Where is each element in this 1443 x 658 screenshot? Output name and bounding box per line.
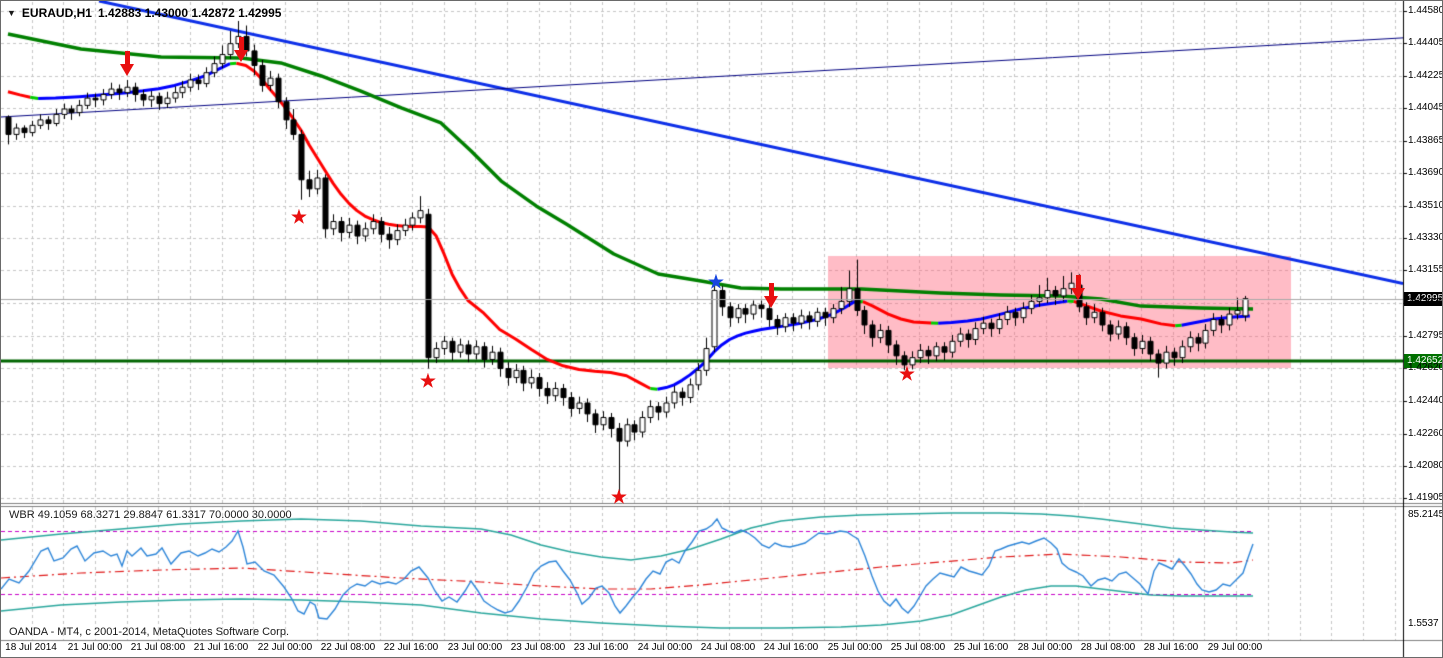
sell-signal-arrow-icon[interactable] xyxy=(119,51,135,76)
subwindow-min-label: 1.5537 xyxy=(1408,618,1439,629)
price-axis-tick-label: 1.42080 xyxy=(1408,460,1443,471)
signal-star-blue-icon[interactable]: ★ xyxy=(707,271,725,294)
sell-signal-arrow-icon[interactable] xyxy=(1070,275,1086,300)
price-axis-tick-label: 1.42620 xyxy=(1408,362,1443,373)
price-axis-tick-label: 1.44405 xyxy=(1408,37,1443,48)
indicator-values-label: WBR 49.1059 68.3271 29.8847 61.3317 70.0… xyxy=(9,509,292,521)
subwindow-max-label: 85.2145 xyxy=(1408,509,1443,520)
time-axis-label: 23 Jul 08:00 xyxy=(510,642,566,653)
symbol-timeframe-label: EURAUD,H1 xyxy=(21,6,92,20)
time-axis-label: 28 Jul 16:00 xyxy=(1143,642,1199,653)
time-axis-label: 25 Jul 00:00 xyxy=(827,642,883,653)
price-axis-tick-label: 1.43330 xyxy=(1408,232,1443,243)
time-axis-label: 29 Jul 00:00 xyxy=(1207,642,1263,653)
price-axis-tick-label: 1.42260 xyxy=(1408,428,1443,439)
price-axis-tick-label: 1.44045 xyxy=(1408,102,1443,113)
time-axis-label: 21 Jul 08:00 xyxy=(130,642,186,653)
ohlc-quote-label: 1.42883 1.43000 1.42872 1.42995 xyxy=(97,6,282,20)
price-axis-tick-label: 1.41905 xyxy=(1408,492,1443,503)
sell-signal-arrow-icon[interactable] xyxy=(763,283,779,308)
price-axis-tick-label: 1.43155 xyxy=(1408,264,1443,275)
chart-title-bar: ▼ EURAUD,H1 1.42883 1.43000 1.42872 1.42… xyxy=(7,6,281,20)
time-axis-label: 24 Jul 00:00 xyxy=(637,642,693,653)
price-axis-tick-label: 1.43510 xyxy=(1408,200,1443,211)
time-axis-label: 22 Jul 00:00 xyxy=(257,642,313,653)
time-axis-label: 28 Jul 00:00 xyxy=(1017,642,1073,653)
time-axis-label: 24 Jul 08:00 xyxy=(700,642,756,653)
time-axis-label: 28 Jul 08:00 xyxy=(1080,642,1136,653)
sell-signal-arrow-icon[interactable] xyxy=(233,37,249,62)
time-axis-label: 21 Jul 00:00 xyxy=(67,642,123,653)
time-axis-label: 18 Jul 2014 xyxy=(5,642,57,653)
price-axis-tick-label: 1.44225 xyxy=(1408,70,1443,81)
copyright-label: OANDA - MT4, c 2001-2014, MetaQuotes Sof… xyxy=(9,626,290,638)
time-axis-label: 24 Jul 16:00 xyxy=(763,642,819,653)
time-axis-label: 22 Jul 16:00 xyxy=(383,642,439,653)
symbol-dropdown-icon[interactable]: ▼ xyxy=(7,8,16,18)
time-axis-label: 21 Jul 16:00 xyxy=(193,642,249,653)
price-axis-tick-label: 1.42440 xyxy=(1408,395,1443,406)
fractal-star-icon[interactable]: ★ xyxy=(290,206,308,229)
price-axis-tick-label: 1.44580 xyxy=(1408,5,1443,16)
time-axis-label: 25 Jul 08:00 xyxy=(890,642,946,653)
bid-price-badge: 1.42995 xyxy=(1404,292,1442,306)
fractal-star-icon[interactable]: ★ xyxy=(419,370,437,393)
price-axis-tick-label: 1.42795 xyxy=(1408,330,1443,341)
price-axis-tick-label: 1.42975 xyxy=(1408,297,1443,308)
price-axis-tick-label: 1.43690 xyxy=(1408,167,1443,178)
fractal-star-icon[interactable]: ★ xyxy=(898,363,916,386)
time-axis-label: 23 Jul 00:00 xyxy=(447,642,503,653)
price-axis-tick-label: 1.43865 xyxy=(1408,135,1443,146)
time-axis-label: 23 Jul 16:00 xyxy=(573,642,629,653)
level-price-badge: 1.42652 xyxy=(1404,354,1442,368)
fractal-star-icon[interactable]: ★ xyxy=(610,486,628,509)
time-axis-label: 25 Jul 16:00 xyxy=(953,642,1009,653)
time-axis-label: 22 Jul 08:00 xyxy=(320,642,376,653)
